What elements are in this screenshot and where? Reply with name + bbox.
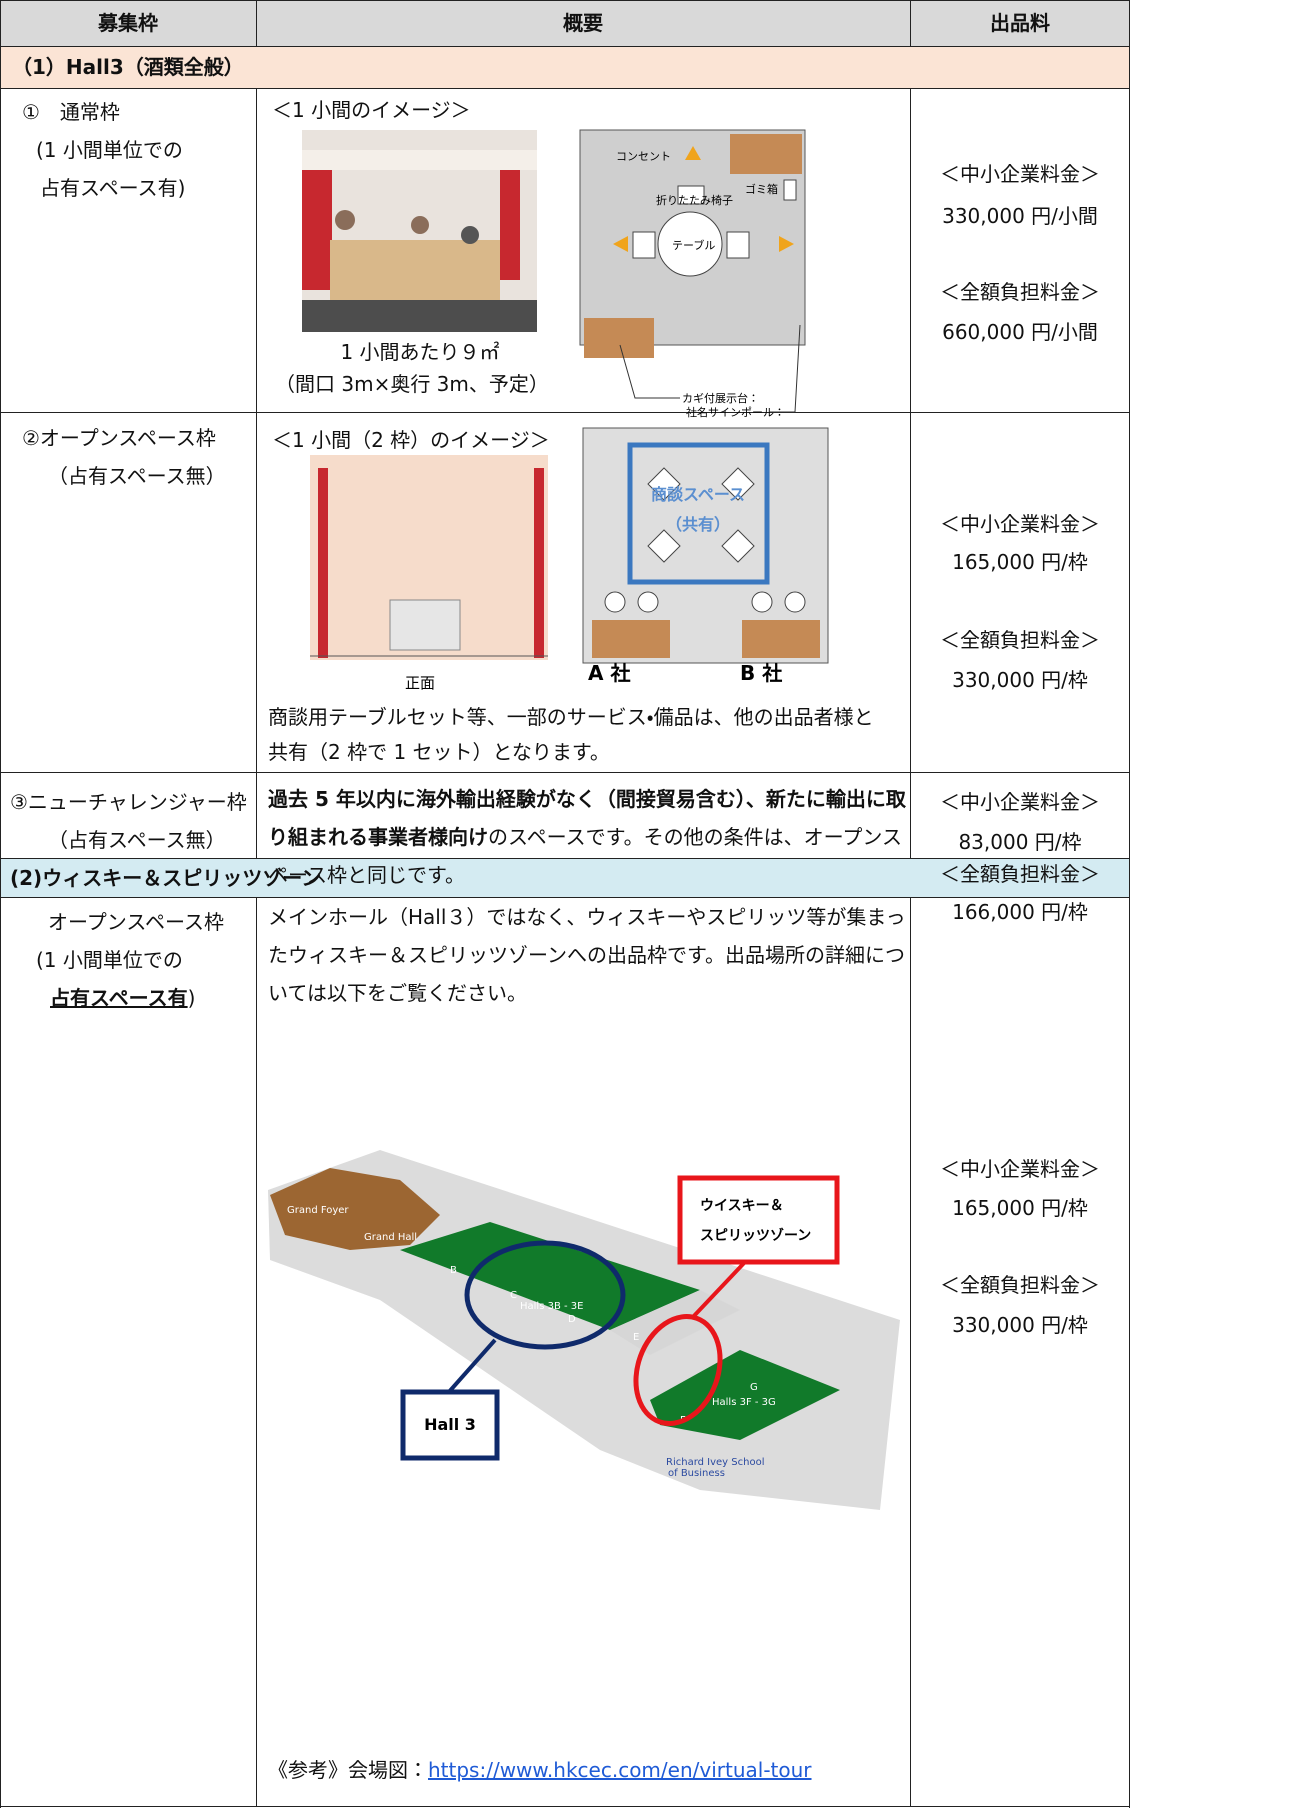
caption: 1 小間あたり９㎡ xyxy=(340,340,500,364)
shared-plan: 商談スペース （共有） A 社 B 社 xyxy=(582,427,829,685)
plan-label: 折りたたみ椅子 xyxy=(656,193,733,207)
rule xyxy=(910,897,911,1807)
rule xyxy=(0,858,1130,859)
plan-label: テーブル xyxy=(672,238,715,252)
map-label: Halls 3B - 3E xyxy=(520,1301,583,1312)
caption: ＜1 小間のイメージ＞ xyxy=(272,98,471,122)
map-label: G xyxy=(750,1382,758,1393)
rule xyxy=(0,1806,1130,1807)
fee: ＜中小企業料金＞ xyxy=(940,790,1100,814)
map-label: C xyxy=(510,1290,517,1301)
summary-bold: 過去 5 年以内に海外輸出経験がなく（間接貿易含む）、新たに輸出に取り組まれる事… xyxy=(268,787,906,849)
rule xyxy=(0,46,1130,47)
rule xyxy=(0,412,1130,413)
map-label: Richard Ivey School xyxy=(666,1457,764,1468)
rule xyxy=(910,0,911,46)
plan-label: 商談スペース xyxy=(651,485,745,504)
zone-label: ウイスキー＆ xyxy=(700,1198,784,1214)
header-cell: 募集枠 xyxy=(98,11,158,35)
section-bg xyxy=(0,858,1130,897)
rule xyxy=(0,772,1130,773)
map-label: D xyxy=(568,1314,576,1325)
rule xyxy=(1129,0,1130,1808)
plan-label: （共有） xyxy=(666,515,730,534)
fee: ＜全額負担料金＞ xyxy=(940,628,1100,652)
fee: 83,000 円/枠 xyxy=(958,830,1082,854)
fee: ＜中小企業料金＞ xyxy=(940,1157,1100,1181)
booth-photo xyxy=(302,130,537,332)
fee: 165,000 円/枠 xyxy=(952,550,1088,574)
map-label: E xyxy=(633,1332,639,1343)
reference: 《参考》会場図：https://www.hkcec.com/en/virtual… xyxy=(268,1758,812,1782)
category: オープンスペース枠 xyxy=(48,910,224,934)
map-label: Grand Foyer xyxy=(287,1205,349,1216)
map-label: of Business xyxy=(668,1468,725,1479)
category: （占有スペース無） xyxy=(48,828,226,852)
fee: ＜中小企業料金＞ xyxy=(940,512,1100,536)
plan-label: A 社 xyxy=(588,661,630,685)
plan-label: ゴミ箱 xyxy=(745,182,778,196)
link[interactable]: https://www.hkcec.com/en/virtual-tour xyxy=(428,1758,812,1782)
fee: ＜全額負担料金＞ xyxy=(940,280,1100,304)
caption: ＜1 小間（2 枠）のイメージ＞ xyxy=(272,428,550,452)
plan-label: B 社 xyxy=(740,661,782,685)
fee: 330,000 円/枠 xyxy=(952,668,1088,692)
category: (1 小間単位での xyxy=(36,948,183,972)
venue-map: Grand Foyer Grand Hall B C Halls 3B - 3E… xyxy=(268,1150,900,1510)
rule xyxy=(0,0,1,1808)
note: 共有（2 枠で 1 セット）となります。 xyxy=(268,740,610,764)
fee: ＜全額負担料金＞ xyxy=(940,862,1100,886)
rule xyxy=(0,897,1130,898)
caption: （間口 3m×奥行 3m、予定） xyxy=(275,372,549,396)
fee: 165,000 円/枠 xyxy=(952,1196,1088,1220)
category: ②オープンスペース枠 xyxy=(22,426,216,450)
section-title: (2)ウィスキー＆スピリッツゾーン xyxy=(10,866,322,890)
map-label: B xyxy=(450,1265,457,1276)
elevation-label: 正面 xyxy=(405,674,435,692)
map-label: Grand Hall xyxy=(364,1232,417,1243)
fee: 330,000 円/小間 xyxy=(942,204,1098,228)
hall-label: Hall 3 xyxy=(424,1415,476,1434)
fee: 330,000 円/枠 xyxy=(952,1313,1088,1337)
summary: 過去 5 年以内に海外輸出経験がなく（間接貿易含む）、新たに輸出に取り組まれる事… xyxy=(268,780,908,894)
rule xyxy=(0,88,1130,89)
rule xyxy=(256,88,257,858)
category: ① 通常枠 xyxy=(22,100,120,124)
section-title: （1）Hall3（酒類全般） xyxy=(12,55,244,79)
fee: 166,000 円/枠 xyxy=(952,900,1088,924)
rule xyxy=(910,88,911,858)
rule xyxy=(256,897,257,1807)
category: (1 小間単位での xyxy=(36,138,183,162)
plan-label: 社名サインポール： xyxy=(686,405,785,419)
category: 占有スペース有) xyxy=(50,986,195,1010)
fee: 660,000 円/小間 xyxy=(942,320,1098,344)
section-bg xyxy=(0,46,1130,88)
plan-label: コンセント xyxy=(616,150,671,163)
category: 占有スペース有) xyxy=(40,176,186,200)
zone-label: スピリッツゾーン xyxy=(700,1227,811,1244)
summary-text: のスペースです。その他の条件は、オープンスペース枠と同じです。 xyxy=(268,825,902,887)
reference-label: 《参考》会場図： xyxy=(268,1758,428,1782)
fee: ＜全額負担料金＞ xyxy=(940,1273,1100,1297)
category-emphasis: 占有スペース有 xyxy=(50,986,188,1010)
header-cell: 概要 xyxy=(563,11,603,35)
rule xyxy=(0,0,1130,1)
summary: メインホール（Hall３）ではなく、ウィスキーやスピリッツ等が集まったウィスキー… xyxy=(268,905,906,1005)
fee: ＜中小企業料金＞ xyxy=(940,162,1100,186)
map-label: Halls 3F - 3G xyxy=(712,1397,776,1408)
header-bg xyxy=(0,0,1130,46)
note: 商談用テーブルセット等、一部のサービス・備品は、他の出品者様と xyxy=(268,705,874,729)
category: ③ニューチャレンジャー枠 xyxy=(10,790,247,814)
category: ) xyxy=(187,986,196,1010)
booth-plan: コンセント 折りたたみ椅子 ゴミ箱 テーブル カギ付展示台： 社名サインポール： xyxy=(579,129,806,419)
category: （占有スペース無） xyxy=(48,464,226,488)
plan-label: カギ付展示台： xyxy=(682,391,759,405)
front-elevation: 正面 xyxy=(310,455,548,692)
header-cell: 出品料 xyxy=(990,11,1050,35)
rule xyxy=(256,0,257,46)
